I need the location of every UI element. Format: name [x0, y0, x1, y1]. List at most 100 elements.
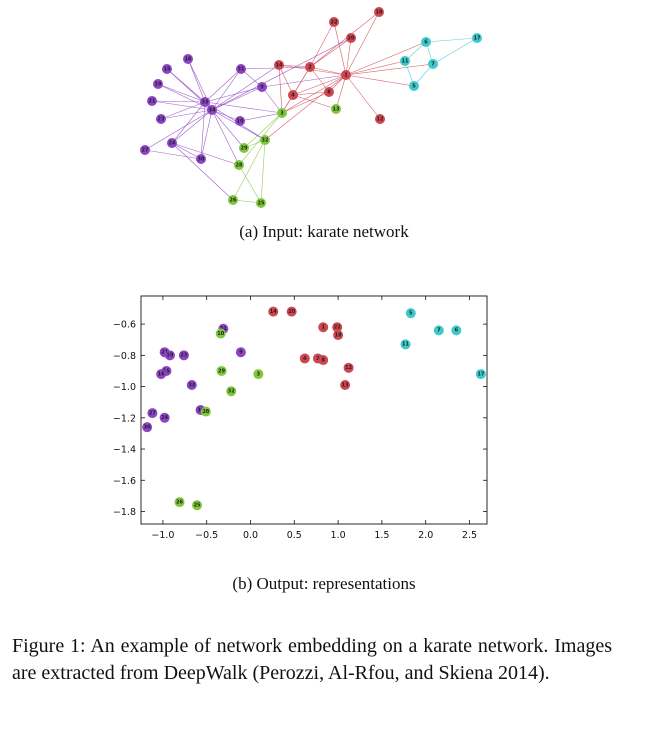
network-node-label: 8	[327, 89, 331, 95]
network-edge	[292, 74, 347, 96]
x-tick-label: 0.5	[287, 530, 302, 541]
scatter-point	[475, 369, 486, 380]
y-tick-label: −0.6	[113, 320, 136, 331]
network-node-label: 1	[344, 72, 348, 78]
network-edge	[211, 109, 245, 149]
scatter-point	[299, 353, 310, 364]
network-edge	[171, 109, 213, 144]
x-tick-label: 2.0	[418, 530, 433, 541]
network-edge	[160, 109, 213, 120]
scatter-point	[451, 325, 462, 336]
scatter-point-label: 16	[158, 371, 165, 377]
network-node-label: 30	[198, 156, 205, 162]
scatter-point-label: 20	[288, 309, 295, 315]
scatter-point	[332, 322, 343, 333]
scatter-point-label: 34	[197, 407, 204, 413]
scatter-point	[142, 422, 153, 433]
scatter-caption: (b) Output: representations	[232, 574, 416, 593]
scatter-point	[174, 497, 185, 508]
network-nodes: 1234567891011121314151617181920212223242…	[140, 7, 482, 208]
network-node	[196, 154, 206, 164]
network-node-label: 5	[412, 83, 416, 89]
network-edge	[171, 142, 234, 201]
network-node-label: 3	[280, 110, 284, 116]
network-edge	[432, 37, 478, 65]
network-node-label: 7	[431, 61, 435, 67]
representation-scatter-plot: −1.0 −0.5 0.0 0.5 1.0 1.5 2.0 2.5 −0.6 −0.8 −1.0 −1…	[0, 290, 648, 550]
scatter-point	[333, 330, 344, 341]
network-edge	[157, 83, 206, 103]
y-tick-label: −1.8	[113, 507, 136, 518]
network-edge	[292, 94, 337, 110]
network-edge	[264, 74, 347, 141]
scatter-point-label: 5	[409, 310, 413, 316]
scatter-point	[400, 339, 411, 350]
network-edge	[281, 74, 347, 114]
scatter-point-label: 8	[321, 357, 325, 363]
scatter-point	[216, 365, 227, 376]
scatter-point	[159, 412, 170, 423]
network-node	[375, 114, 385, 124]
network-node-label: 18	[376, 9, 383, 15]
network-node-label: 16	[185, 56, 192, 62]
network-node-label: 12	[377, 116, 384, 122]
scatter-point-label: 23	[180, 353, 187, 359]
scatter-point-label: 6	[455, 328, 459, 334]
y-tick-label: −0.8	[113, 351, 136, 362]
network-node-label: 2	[308, 64, 312, 70]
network-edge	[345, 41, 427, 76]
network-node	[140, 145, 150, 155]
network-node	[256, 198, 266, 208]
network-node	[329, 17, 339, 27]
scatter-point-label: 11	[402, 342, 409, 348]
scatter-point	[268, 306, 279, 317]
scatter-point	[340, 380, 351, 391]
y-tick-label: −1.4	[113, 445, 136, 456]
scatter-point-label: 14	[270, 309, 277, 315]
network-node-label: 11	[402, 58, 409, 64]
scatter-point	[156, 369, 167, 380]
network-edge	[160, 101, 206, 120]
scatter-point	[215, 328, 226, 339]
scatter-point-label: 2	[316, 356, 320, 362]
network-edge	[144, 149, 202, 160]
network-edge	[243, 112, 283, 149]
network-node-label: 10	[237, 118, 244, 124]
network-node-label: 21	[149, 98, 156, 104]
network-edge	[144, 109, 213, 151]
network-node-label: 31	[238, 66, 245, 72]
network-edge	[345, 60, 406, 76]
network-edge	[335, 74, 347, 110]
scatter-point	[253, 369, 264, 380]
scatter-point	[147, 408, 158, 419]
x-tick-label: −0.5	[195, 530, 218, 541]
scatter-point-label: 12	[345, 365, 352, 371]
network-node-label: 9	[260, 84, 264, 90]
scatter-point	[200, 406, 211, 417]
network-edge	[345, 74, 381, 120]
network-node	[236, 64, 246, 74]
network-node	[428, 59, 438, 69]
network-node-label: 32	[262, 137, 269, 143]
network-edge	[211, 64, 280, 111]
scatter-point	[226, 386, 237, 397]
network-edge	[171, 101, 206, 144]
network-node	[400, 56, 410, 66]
scatter-point-label: 1	[321, 325, 325, 331]
network-node	[331, 104, 341, 114]
scatter-point-label: 25	[194, 503, 201, 509]
network-edge	[292, 66, 311, 96]
network-edge	[278, 64, 283, 114]
network-node	[183, 54, 193, 64]
network-node	[274, 60, 284, 70]
x-tick-label: 1.5	[374, 530, 389, 541]
scatter-point-label: 26	[176, 499, 183, 505]
network-node	[162, 64, 172, 74]
network-node	[207, 105, 217, 115]
scatter-point-label: 3	[257, 371, 261, 377]
network-node-label: 24	[169, 140, 176, 146]
x-tick-label: 1.0	[331, 530, 346, 541]
axis-ticks: −1.0 −0.5 0.0 0.5 1.0 1.5 2.0 2.5 −0.6 −0.8 −1.0 −1…	[113, 296, 487, 541]
scatter-point	[433, 325, 444, 336]
